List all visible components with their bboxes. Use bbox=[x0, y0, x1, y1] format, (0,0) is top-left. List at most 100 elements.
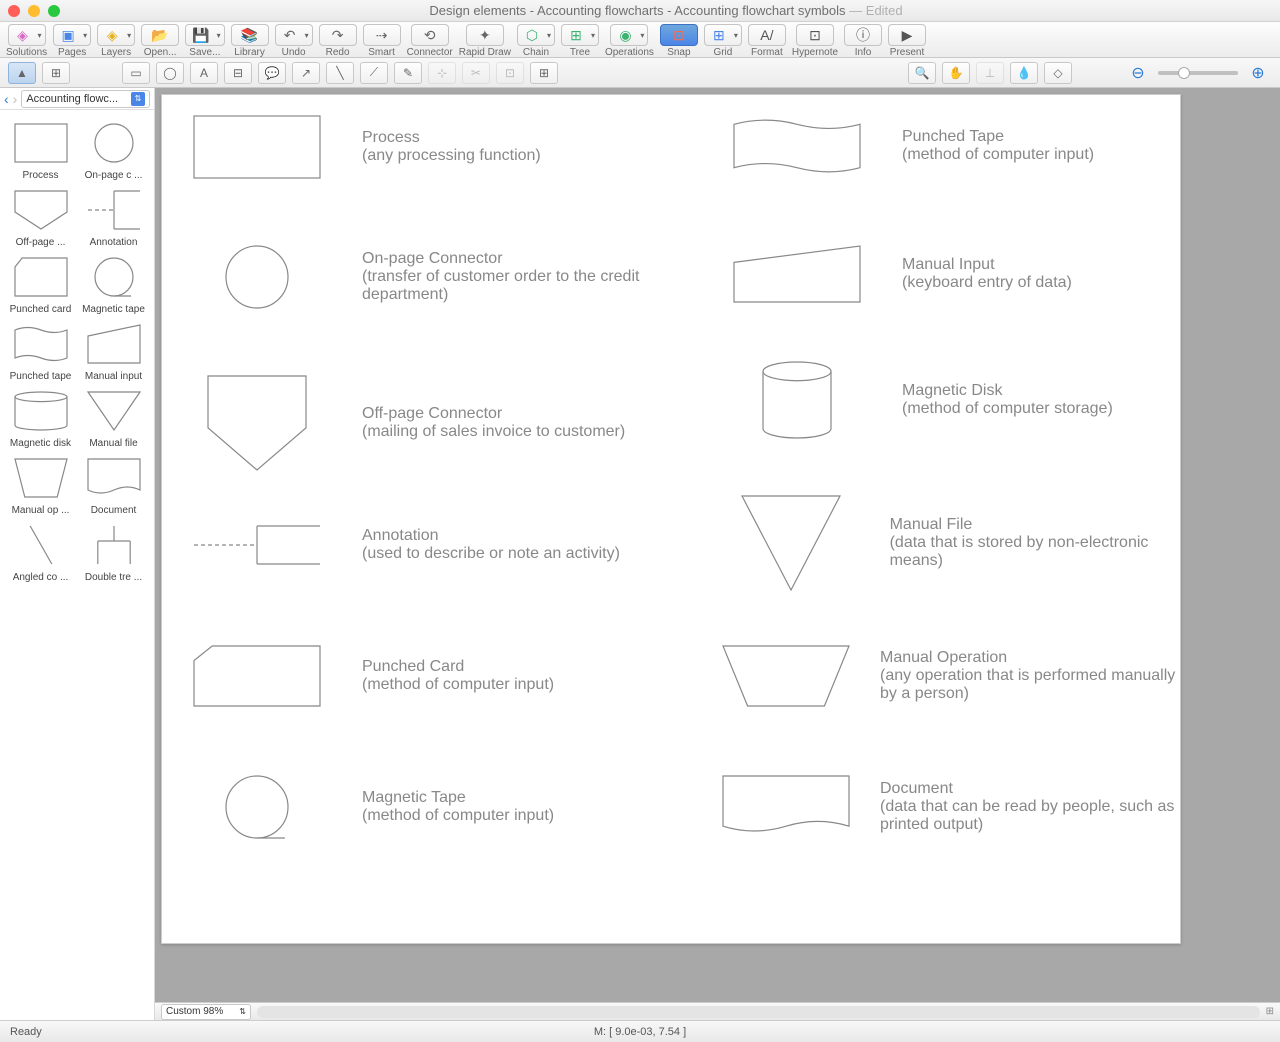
canvas[interactable]: Process(any processing function) Punched … bbox=[161, 94, 1181, 944]
ellipse-tool-icon[interactable]: ◯ bbox=[156, 62, 184, 84]
eraser-tool-icon[interactable]: ◇ bbox=[1044, 62, 1072, 84]
symbol-circle[interactable]: On-page Connector(transfer of customer o… bbox=[182, 245, 662, 309]
text-tool-icon[interactable]: ⊞ bbox=[42, 62, 70, 84]
rapid draw-button[interactable]: ✦ bbox=[466, 24, 504, 46]
hand-tool-icon[interactable]: ✋ bbox=[942, 62, 970, 84]
toolbar-label: Smart bbox=[368, 47, 395, 58]
palette-shape-punchtape[interactable]: Punched tape bbox=[6, 319, 76, 382]
canvas-scroll[interactable]: Process(any processing function) Punched … bbox=[155, 88, 1280, 1002]
group-tool-icon[interactable]: ⊞ bbox=[530, 62, 558, 84]
present-button[interactable]: ▶ bbox=[888, 24, 926, 46]
angled-icon bbox=[11, 520, 71, 570]
symbol-text: Manual Input(keyboard entry of data) bbox=[902, 256, 1072, 292]
edit-tool-icon[interactable]: ✂ bbox=[462, 62, 490, 84]
connector-button[interactable]: ⟲ bbox=[411, 24, 449, 46]
palette-shape-manfile[interactable]: Manual file bbox=[79, 386, 149, 449]
symbol-magdisk[interactable]: Magnetic Disk(method of computer storage… bbox=[722, 361, 1113, 439]
info-button[interactable]: ⓘ bbox=[844, 24, 882, 46]
symbol-manop[interactable]: Manual Operation(any operation that is p… bbox=[722, 645, 1180, 707]
text-a-tool-icon[interactable]: A bbox=[190, 62, 218, 84]
grid-button[interactable]: ⊞ bbox=[704, 24, 742, 46]
node-tool-icon[interactable]: ⊹ bbox=[428, 62, 456, 84]
pen-tool-icon[interactable]: ✎ bbox=[394, 62, 422, 84]
toolbar-label: Grid bbox=[713, 47, 732, 58]
palette-shape-manop[interactable]: Manual op ... bbox=[6, 453, 76, 516]
symbol-rect[interactable]: Process(any processing function) bbox=[182, 115, 541, 179]
open-button[interactable]: 📂 bbox=[141, 24, 179, 46]
chain-button[interactable]: ⬡ bbox=[517, 24, 555, 46]
palette-shape-punchcard[interactable]: Punched card bbox=[6, 252, 76, 315]
punchcard-icon bbox=[11, 252, 71, 302]
palette-shape-label: Punched tape bbox=[6, 371, 76, 382]
zoom-bar: Custom 98% ⇅ ⊞ bbox=[155, 1002, 1280, 1020]
status-ready: Ready bbox=[10, 1026, 42, 1038]
library-button[interactable]: 📚 bbox=[231, 24, 269, 46]
hypernote-button[interactable]: ⊡ bbox=[796, 24, 834, 46]
dropper-tool-icon[interactable]: 💧 bbox=[1010, 62, 1038, 84]
close-icon[interactable] bbox=[8, 5, 20, 17]
maximize-icon[interactable] bbox=[48, 5, 60, 17]
symbol-manfile[interactable]: Manual File(data that is stored by non-e… bbox=[722, 495, 1180, 591]
palette-shape-label: Angled co ... bbox=[6, 572, 76, 583]
curve-tool-icon[interactable]: ⟋ bbox=[360, 62, 388, 84]
operations-button[interactable]: ◉ bbox=[610, 24, 648, 46]
palette-shape-label: Document bbox=[79, 505, 149, 516]
toolbar-label: Connector bbox=[407, 47, 453, 58]
pointer-tool-icon[interactable]: ▲ bbox=[8, 62, 36, 84]
redo-button[interactable]: ↷ bbox=[319, 24, 357, 46]
palette-shape-annotation[interactable]: Annotation bbox=[79, 185, 149, 248]
palette-shape-magtape[interactable]: Magnetic tape bbox=[79, 252, 149, 315]
annotation-shape-icon bbox=[182, 525, 332, 565]
palette-shape-doubletree[interactable]: Double tre ... bbox=[79, 520, 149, 583]
symbol-magtape[interactable]: Magnetic Tape(method of computer input) bbox=[182, 775, 554, 839]
zoom-dropdown[interactable]: Custom 98% ⇅ bbox=[161, 1004, 251, 1020]
solutions-button[interactable]: ◈ bbox=[8, 24, 46, 46]
snap-button[interactable]: ⊡ bbox=[660, 24, 698, 46]
palette-shape-offpage[interactable]: Off-page ... bbox=[6, 185, 76, 248]
palette-shape-circle[interactable]: On-page c ... bbox=[79, 118, 149, 181]
palette-shape-label: Magnetic tape bbox=[79, 304, 149, 315]
palette-shape-rect[interactable]: Process bbox=[6, 118, 76, 181]
symbol-desc: (any processing function) bbox=[362, 147, 541, 165]
toolbar-tree: ⊞Tree bbox=[561, 24, 599, 58]
palette-shape-document[interactable]: Document bbox=[79, 453, 149, 516]
smart-button[interactable]: ⇢ bbox=[363, 24, 401, 46]
layers-button[interactable]: ◈ bbox=[97, 24, 135, 46]
maninput-shape-icon bbox=[722, 245, 872, 303]
main-toolbar: ◈Solutions▣Pages◈Layers📂Open...💾Save...📚… bbox=[0, 22, 1280, 58]
resize-handle-icon[interactable]: ⊞ bbox=[1266, 1006, 1274, 1017]
zoom-out-icon[interactable]: ⊖ bbox=[1124, 62, 1152, 84]
format-button[interactable]: A/ bbox=[748, 24, 786, 46]
zoom-slider[interactable] bbox=[1158, 71, 1238, 75]
save-button[interactable]: 💾 bbox=[185, 24, 224, 46]
nav-forward-icon[interactable]: › bbox=[13, 91, 18, 107]
palette-shape-angled[interactable]: Angled co ... bbox=[6, 520, 76, 583]
zoom-stepper-icon: ⇅ bbox=[239, 1007, 246, 1016]
stamp-tool-icon[interactable]: ⊥ bbox=[976, 62, 1004, 84]
symbol-annotation[interactable]: Annotation(used to describe or note an a… bbox=[182, 525, 620, 565]
nav-back-icon[interactable]: ‹ bbox=[4, 91, 9, 107]
toolbar-redo: ↷Redo bbox=[319, 24, 357, 58]
symbol-maninput[interactable]: Manual Input(keyboard entry of data) bbox=[722, 245, 1072, 303]
zoom-in-icon[interactable]: ⊕ bbox=[1244, 62, 1272, 84]
library-dropdown[interactable]: Accounting flowc... ⇅ bbox=[21, 90, 150, 108]
palette-shape-maninput[interactable]: Manual input bbox=[79, 319, 149, 382]
crop-tool-icon[interactable]: ⊡ bbox=[496, 62, 524, 84]
pages-button[interactable]: ▣ bbox=[53, 24, 91, 46]
undo-button[interactable]: ↶ bbox=[275, 24, 313, 46]
minimize-icon[interactable] bbox=[28, 5, 40, 17]
search-icon[interactable]: 🔍 bbox=[908, 62, 936, 84]
tree-button[interactable]: ⊞ bbox=[561, 24, 599, 46]
symbol-document[interactable]: Document(data that can be read by people… bbox=[722, 775, 1180, 839]
callout-tool-icon[interactable]: 💬 bbox=[258, 62, 286, 84]
textbox-tool-icon[interactable]: ⊟ bbox=[224, 62, 252, 84]
horizontal-scrollbar[interactable] bbox=[257, 1006, 1260, 1018]
line-tool-icon[interactable]: ╲ bbox=[326, 62, 354, 84]
rect-tool-icon[interactable]: ▭ bbox=[122, 62, 150, 84]
symbol-offpage[interactable]: Off-page Connector(mailing of sales invo… bbox=[182, 375, 625, 471]
symbol-punchcard[interactable]: Punched Card(method of computer input) bbox=[182, 645, 554, 707]
magtape-shape-icon bbox=[182, 775, 332, 839]
palette-shape-magdisk[interactable]: Magnetic disk bbox=[6, 386, 76, 449]
symbol-punchtape[interactable]: Punched Tape(method of computer input) bbox=[722, 115, 1094, 177]
arrow-tool-icon[interactable]: ↗ bbox=[292, 62, 320, 84]
